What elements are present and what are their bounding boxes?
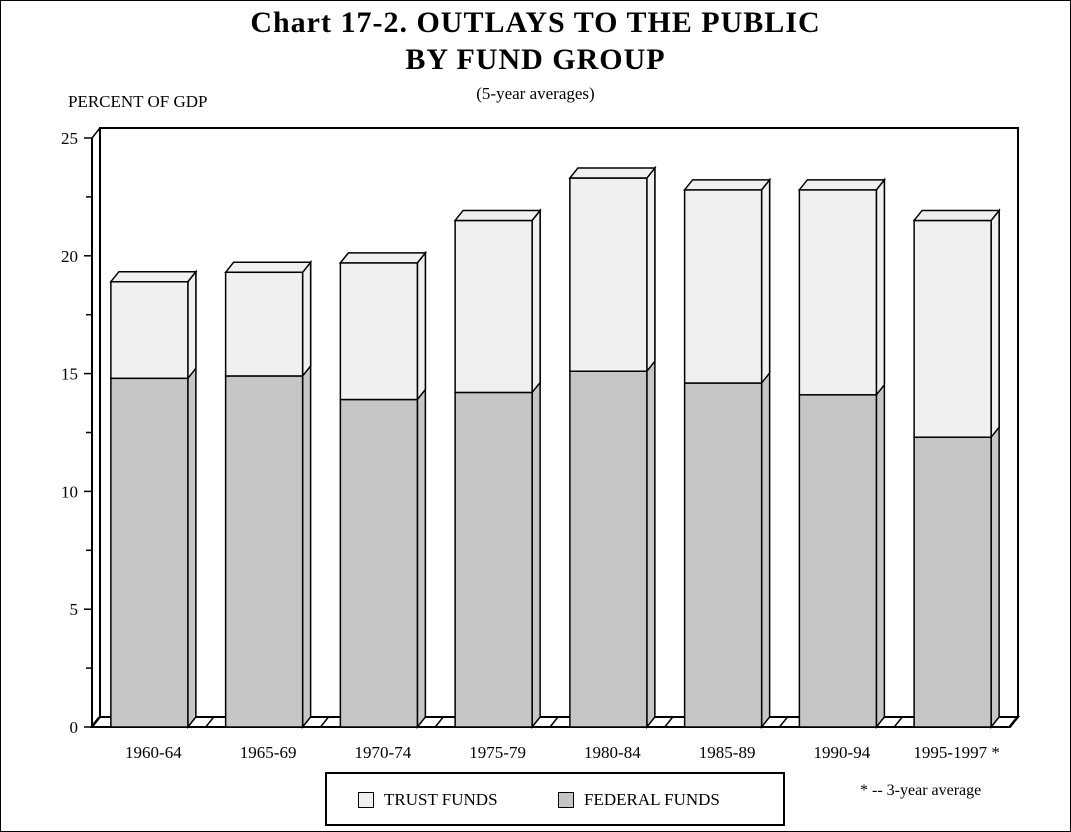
bar-trust-0 — [111, 282, 188, 379]
bar-federal-7 — [914, 437, 991, 727]
x-tick-label: 1975-79 — [469, 743, 526, 762]
bar-trust-1 — [226, 272, 303, 376]
bar-top-0 — [111, 272, 196, 282]
y-tick-label: 10 — [61, 482, 78, 501]
bar-trust-3 — [455, 220, 532, 392]
x-tick-label: 1970-74 — [355, 743, 412, 762]
bar-federal-1 — [226, 376, 303, 727]
legend-item-federal-funds: FEDERAL FUNDS — [558, 789, 720, 811]
federal-funds-swatch — [558, 792, 574, 808]
bar-federal-2 — [340, 400, 417, 727]
bar-federal-5 — [685, 383, 762, 727]
bar-side-trust-3 — [532, 210, 540, 392]
legend-label-trust-funds: TRUST FUNDS — [384, 790, 498, 810]
y-tick-label: 15 — [61, 365, 78, 384]
trust-funds-swatch — [358, 792, 374, 808]
legend-label-federal-funds: FEDERAL FUNDS — [584, 790, 720, 810]
bar-top-4 — [570, 168, 655, 178]
axis-depth-top — [92, 128, 100, 138]
x-tick-label: 1980-84 — [584, 743, 641, 762]
bar-side-trust-6 — [876, 180, 884, 395]
legend: TRUST FUNDS FEDERAL FUNDS — [325, 772, 785, 826]
bar-top-6 — [799, 180, 884, 190]
y-tick-label: 5 — [70, 600, 79, 619]
bar-federal-0 — [111, 378, 188, 727]
x-tick-label: 1995-1997 * — [913, 743, 999, 762]
y-tick-label: 20 — [61, 247, 78, 266]
bar-top-2 — [340, 253, 425, 263]
x-tick-label: 1965-69 — [240, 743, 297, 762]
bar-side-trust-7 — [991, 210, 999, 437]
bar-trust-5 — [685, 190, 762, 383]
bar-top-5 — [685, 180, 770, 190]
bar-side-trust-0 — [188, 272, 196, 379]
bar-trust-2 — [340, 263, 417, 400]
x-tick-label: 1990-94 — [814, 743, 871, 762]
bar-side-trust-5 — [762, 180, 770, 383]
bar-side-trust-4 — [647, 168, 655, 371]
y-tick-label: 25 — [61, 129, 78, 148]
bar-federal-4 — [570, 371, 647, 727]
bar-top-1 — [226, 262, 311, 272]
x-tick-label: 1960-64 — [125, 743, 182, 762]
bar-top-7 — [914, 210, 999, 220]
bar-federal-3 — [455, 392, 532, 727]
x-tick-label: 1985-89 — [699, 743, 756, 762]
legend-item-trust-funds: TRUST FUNDS — [358, 789, 498, 811]
bar-top-3 — [455, 210, 540, 220]
bar-side-trust-1 — [303, 262, 311, 376]
bar-trust-7 — [914, 220, 991, 437]
footnote: * -- 3-year average — [860, 782, 981, 800]
y-tick-label: 0 — [70, 718, 79, 737]
bar-side-trust-2 — [417, 253, 425, 400]
bar-federal-6 — [799, 395, 876, 727]
bar-trust-4 — [570, 178, 647, 371]
bar-trust-6 — [799, 190, 876, 395]
